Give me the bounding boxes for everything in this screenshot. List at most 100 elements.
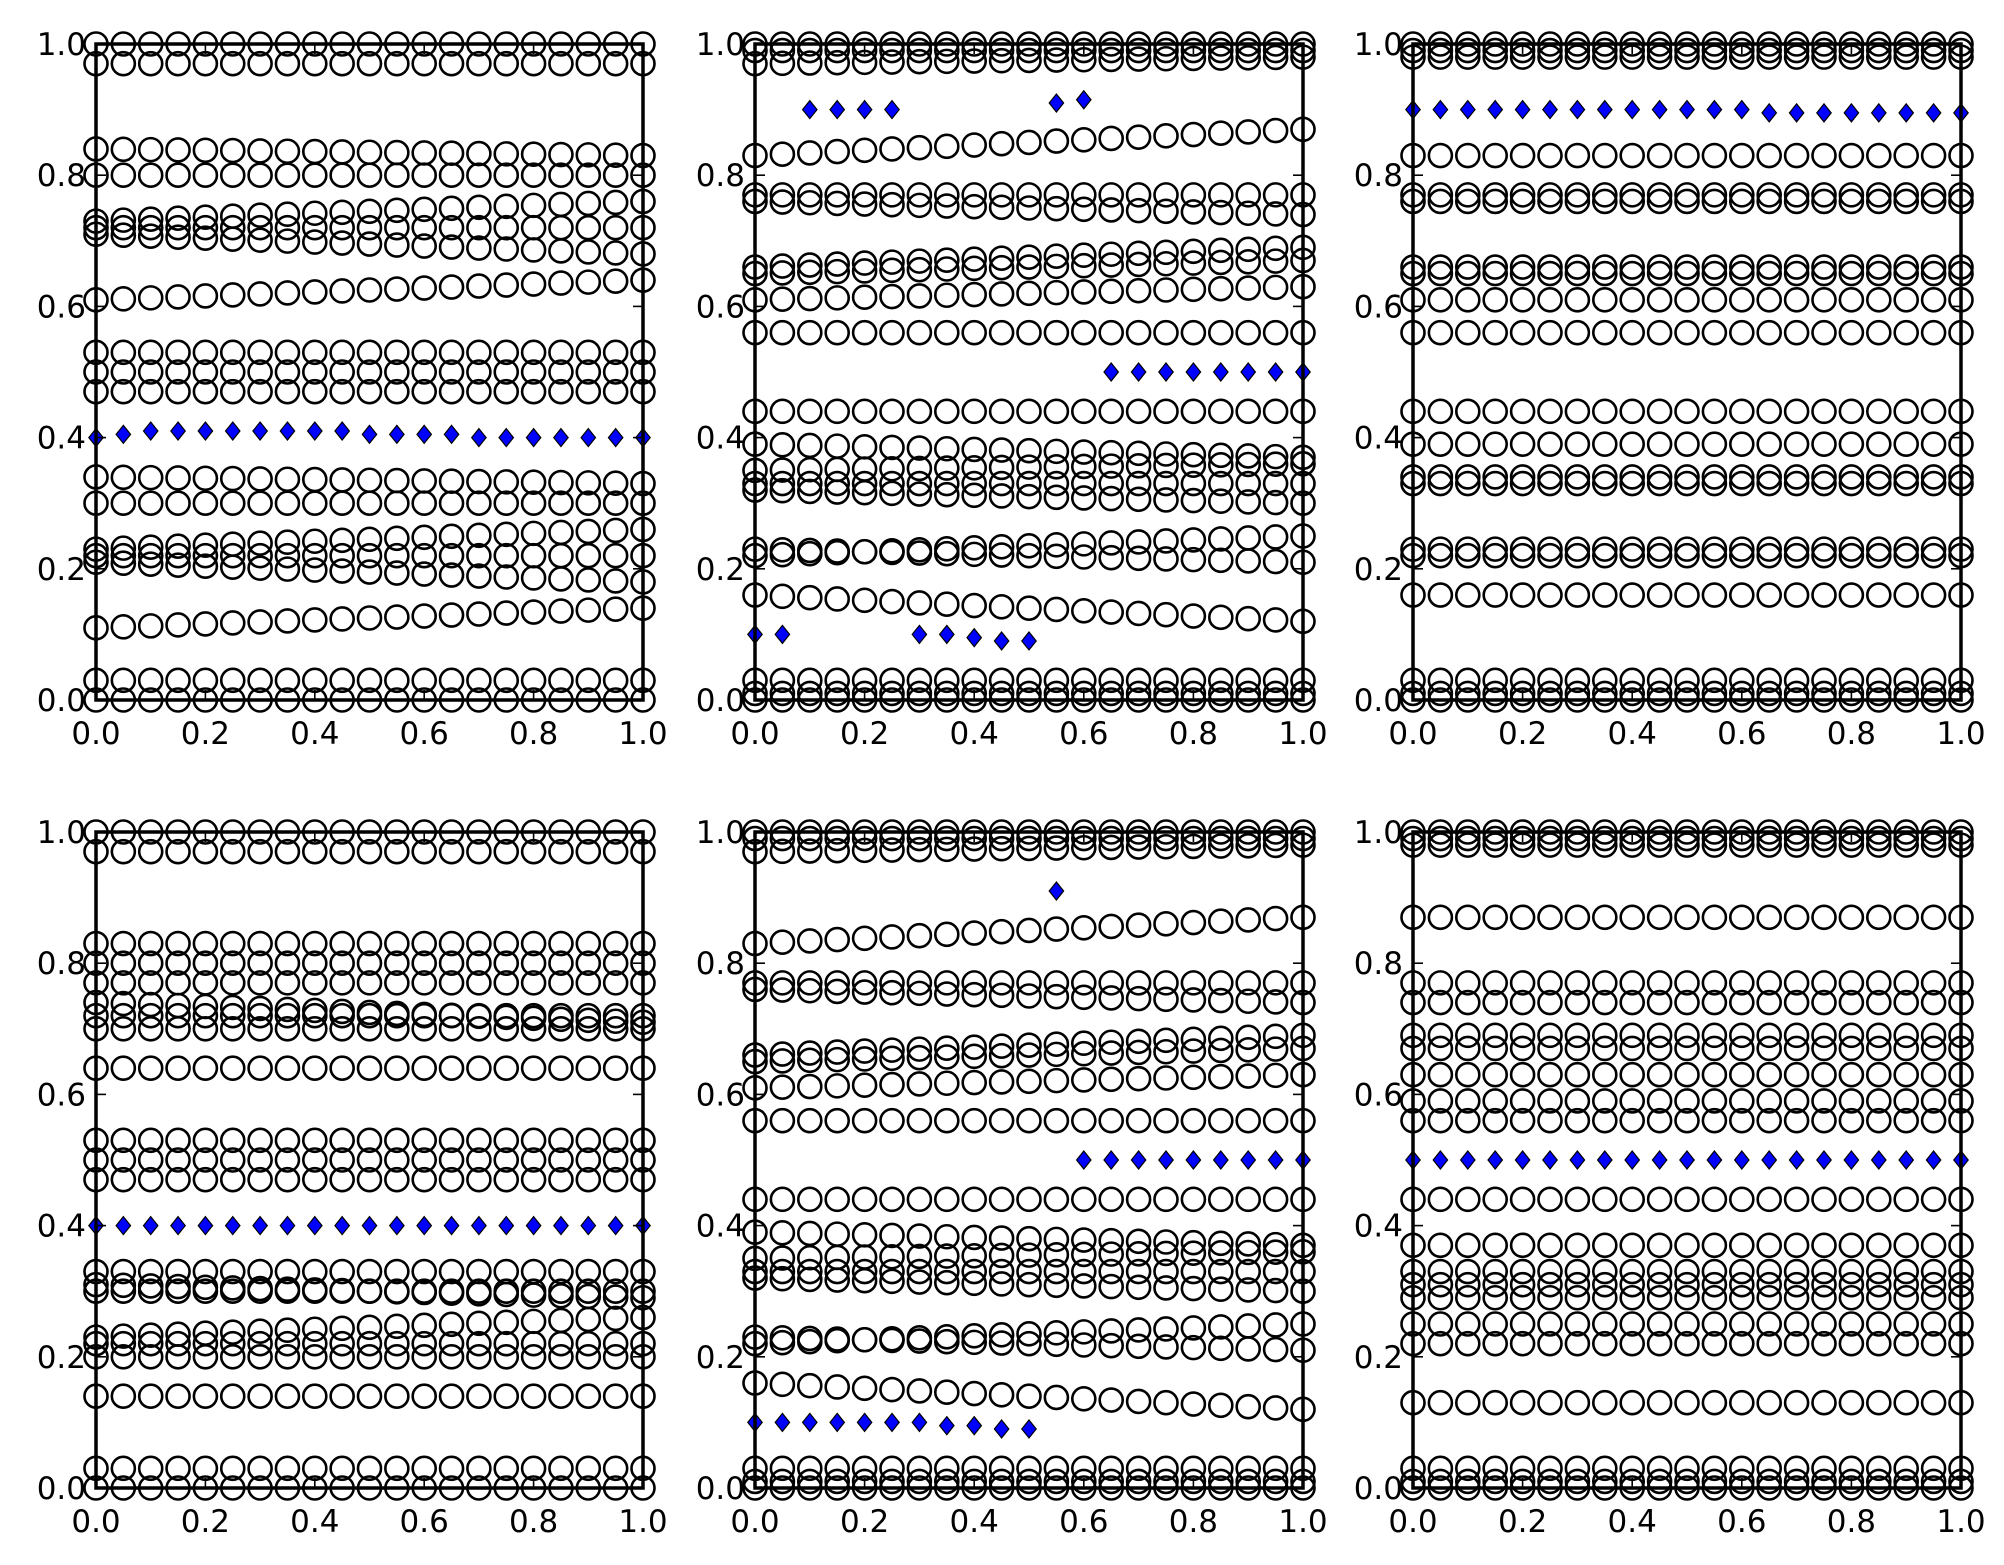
diamond-point bbox=[1267, 1150, 1284, 1170]
circle-point bbox=[1125, 834, 1152, 860]
diamond-point bbox=[388, 424, 405, 445]
circle-point bbox=[247, 1016, 273, 1042]
circle-point bbox=[411, 603, 438, 629]
circle-point bbox=[1783, 1455, 1810, 1482]
circle-point bbox=[1838, 260, 1865, 287]
circle-point bbox=[1619, 1061, 1645, 1088]
circle-point bbox=[274, 1147, 301, 1173]
circle-point bbox=[1016, 917, 1042, 944]
circle-point bbox=[1783, 1468, 1810, 1495]
circle-point bbox=[1893, 260, 1919, 287]
circle-point bbox=[879, 1327, 905, 1354]
circle-point bbox=[1838, 1035, 1865, 1062]
circle-point bbox=[1893, 470, 1919, 497]
circle-point bbox=[219, 838, 246, 865]
circle-point bbox=[1646, 431, 1673, 457]
circle-point bbox=[1920, 536, 1947, 562]
circle-point bbox=[879, 480, 905, 507]
x-tick-label: 1.0 bbox=[1936, 716, 1985, 752]
circle-point bbox=[1262, 548, 1289, 575]
circle-point bbox=[933, 470, 960, 497]
circle-point bbox=[219, 359, 246, 385]
circle-point bbox=[851, 925, 878, 952]
circle-point bbox=[192, 162, 219, 188]
circle-point bbox=[1482, 1311, 1508, 1337]
circle-point bbox=[466, 542, 492, 569]
circle-point bbox=[575, 838, 602, 865]
circle-point bbox=[1153, 319, 1179, 346]
circle-point bbox=[1646, 1330, 1673, 1357]
circle-point bbox=[384, 232, 410, 258]
circle-point bbox=[1674, 431, 1700, 457]
circle-point bbox=[1180, 680, 1207, 707]
circle-point bbox=[520, 271, 547, 297]
circle-point bbox=[438, 523, 465, 550]
circle-point bbox=[1920, 182, 1947, 208]
circle-point bbox=[1482, 1107, 1508, 1134]
circle-point bbox=[219, 1002, 246, 1029]
circle-point bbox=[110, 550, 137, 577]
circle-point bbox=[1509, 989, 1536, 1016]
circle-point bbox=[1756, 1330, 1782, 1357]
circle-point bbox=[1866, 470, 1892, 497]
circle-point bbox=[824, 251, 851, 277]
circle-point bbox=[1756, 1311, 1782, 1337]
circle-point bbox=[1619, 188, 1645, 215]
circle-point bbox=[1455, 680, 1481, 707]
circle-point bbox=[602, 1258, 629, 1285]
circle-point bbox=[165, 378, 191, 405]
circle-point bbox=[1756, 431, 1782, 457]
circle-point bbox=[1125, 1241, 1152, 1267]
circle-point bbox=[110, 1330, 137, 1357]
circle-point bbox=[988, 437, 1015, 463]
circle-point bbox=[879, 319, 905, 346]
circle-point bbox=[520, 1383, 547, 1409]
circle-point bbox=[411, 1001, 438, 1028]
circle-point bbox=[906, 37, 933, 64]
circle-point bbox=[1043, 983, 1070, 1010]
circle-point bbox=[274, 542, 301, 569]
circle-point bbox=[1783, 188, 1810, 215]
circle-point bbox=[1537, 1186, 1563, 1213]
circle-point bbox=[879, 979, 905, 1006]
circle-point bbox=[301, 1383, 328, 1409]
circle-point bbox=[1043, 1107, 1070, 1134]
circle-point bbox=[1811, 904, 1837, 931]
circle-point bbox=[1455, 970, 1481, 996]
circle-point bbox=[1125, 1258, 1152, 1285]
circle-point bbox=[851, 979, 878, 1005]
circle-point bbox=[1674, 1389, 1700, 1416]
diamond-point bbox=[334, 421, 351, 442]
circle-point bbox=[274, 1127, 301, 1154]
circle-point bbox=[192, 1344, 219, 1370]
circle-point bbox=[219, 137, 246, 164]
circle-point bbox=[1701, 464, 1728, 490]
circle-point bbox=[1920, 1232, 1947, 1259]
circle-point bbox=[274, 996, 301, 1023]
circle-point bbox=[301, 1147, 328, 1173]
circle-point bbox=[988, 245, 1015, 271]
circle-point bbox=[466, 970, 492, 996]
y-tick-label: 1.0 bbox=[696, 27, 745, 63]
axes-frame bbox=[1411, 830, 1963, 1490]
circle-point bbox=[110, 359, 137, 385]
circle-point bbox=[602, 1008, 629, 1035]
circle-point bbox=[1071, 825, 1097, 852]
circle-point bbox=[520, 141, 547, 168]
circle-point bbox=[1811, 260, 1837, 287]
diamond-point bbox=[1021, 1418, 1037, 1439]
circle-point bbox=[1592, 319, 1618, 346]
circle-point bbox=[1592, 536, 1618, 562]
circle-point bbox=[988, 47, 1015, 74]
circle-point bbox=[274, 228, 301, 254]
circle-point bbox=[1016, 1455, 1042, 1482]
circle-point bbox=[548, 141, 574, 168]
circle-point bbox=[1509, 254, 1536, 280]
circle-point bbox=[988, 594, 1015, 620]
circle-point bbox=[1537, 287, 1563, 313]
circle-point bbox=[575, 567, 602, 593]
circle-point bbox=[769, 929, 796, 956]
circle-point bbox=[137, 970, 164, 996]
circle-point bbox=[411, 1166, 438, 1193]
circle-point bbox=[1920, 989, 1947, 1016]
